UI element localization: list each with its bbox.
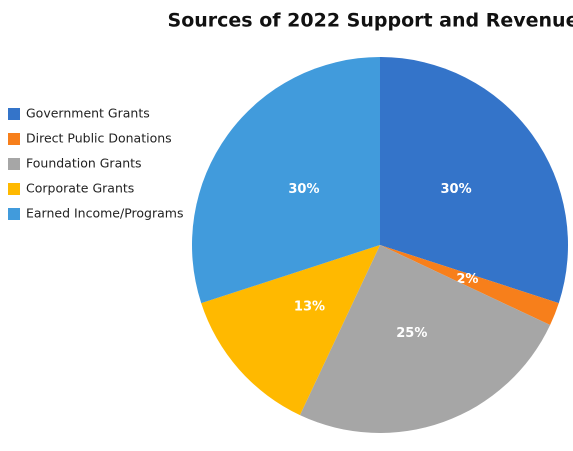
pie-slice — [380, 245, 559, 326]
legend-label: Government Grants — [26, 106, 150, 121]
pie-slice — [201, 245, 380, 416]
legend-swatch — [8, 183, 20, 195]
legend-swatch — [8, 208, 20, 220]
pie-slice — [380, 57, 568, 304]
chart-title: Sources of 2022 Support and Revenue — [168, 10, 573, 32]
data-label: 25% — [396, 326, 427, 341]
legend-label: Direct Public Donations — [26, 131, 172, 146]
data-label: 2% — [456, 272, 478, 287]
legend-swatch — [8, 133, 20, 145]
legend-swatch — [8, 158, 20, 170]
data-label: 13% — [294, 300, 325, 315]
pie-slice — [299, 245, 551, 433]
data-label: 30% — [288, 182, 319, 197]
legend-label: Foundation Grants — [26, 156, 142, 171]
legend-label: Corporate Grants — [26, 181, 134, 196]
data-label: 30% — [440, 182, 471, 197]
legend-swatch — [8, 108, 20, 120]
pie-slice — [191, 57, 380, 304]
legend-label: Earned Income/Programs — [26, 206, 183, 221]
